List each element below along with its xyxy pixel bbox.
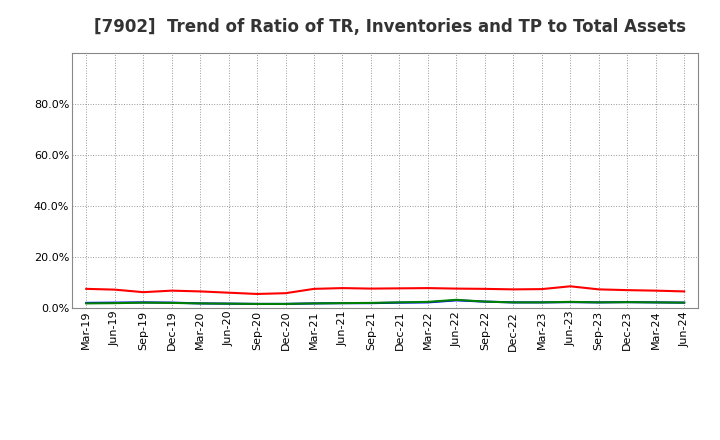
Inventories — [366, 301, 375, 306]
Trade Receivables — [395, 286, 404, 291]
Trade Payables — [566, 299, 575, 304]
Inventories — [253, 301, 261, 307]
Inventories — [566, 300, 575, 305]
Inventories — [480, 299, 489, 304]
Trade Payables — [680, 300, 688, 305]
Trade Payables — [338, 301, 347, 306]
Trade Payables — [395, 300, 404, 305]
Inventories — [139, 300, 148, 305]
Trade Payables — [139, 300, 148, 305]
Inventories — [282, 301, 290, 307]
Trade Payables — [253, 301, 261, 307]
Inventories — [82, 300, 91, 305]
Trade Receivables — [452, 286, 461, 291]
Inventories — [395, 300, 404, 305]
Trade Receivables — [509, 287, 518, 292]
Trade Payables — [595, 300, 603, 305]
Trade Receivables — [310, 286, 318, 291]
Trade Payables — [452, 297, 461, 302]
Inventories — [423, 300, 432, 305]
Inventories — [196, 301, 204, 306]
Trade Receivables — [338, 286, 347, 291]
Trade Receivables — [225, 290, 233, 295]
Trade Payables — [310, 301, 318, 306]
Trade Receivables — [566, 284, 575, 289]
Trade Payables — [537, 300, 546, 305]
Inventories — [537, 300, 546, 305]
Trade Receivables — [82, 286, 91, 291]
Trade Payables — [225, 301, 233, 306]
Inventories — [680, 300, 688, 305]
Trade Payables — [480, 299, 489, 304]
Trade Payables — [423, 299, 432, 304]
Trade Receivables — [537, 286, 546, 292]
Text: [7902]  Trend of Ratio of TR, Inventories and TP to Total Assets: [7902] Trend of Ratio of TR, Inventories… — [94, 18, 685, 36]
Line: Inventories: Inventories — [86, 301, 684, 304]
Inventories — [652, 300, 660, 305]
Trade Receivables — [652, 288, 660, 293]
Trade Payables — [167, 300, 176, 305]
Trade Receivables — [253, 291, 261, 297]
Inventories — [595, 300, 603, 305]
Trade Payables — [110, 301, 119, 306]
Trade Payables — [82, 301, 91, 306]
Line: Trade Receivables: Trade Receivables — [86, 286, 684, 294]
Trade Receivables — [480, 286, 489, 291]
Trade Payables — [652, 300, 660, 305]
Line: Trade Payables: Trade Payables — [86, 300, 684, 304]
Trade Receivables — [680, 289, 688, 294]
Trade Payables — [196, 301, 204, 306]
Trade Payables — [366, 300, 375, 305]
Trade Receivables — [423, 286, 432, 291]
Inventories — [338, 301, 347, 306]
Inventories — [167, 300, 176, 305]
Inventories — [452, 298, 461, 303]
Trade Payables — [623, 300, 631, 305]
Trade Receivables — [110, 287, 119, 292]
Inventories — [310, 301, 318, 306]
Trade Receivables — [139, 290, 148, 295]
Trade Receivables — [167, 288, 176, 293]
Trade Receivables — [366, 286, 375, 291]
Inventories — [509, 300, 518, 305]
Trade Receivables — [282, 290, 290, 296]
Inventories — [623, 300, 631, 305]
Legend: Trade Receivables, Inventories, Trade Payables: Trade Receivables, Inventories, Trade Pa… — [154, 437, 616, 440]
Trade Receivables — [196, 289, 204, 294]
Trade Receivables — [595, 287, 603, 292]
Inventories — [110, 300, 119, 305]
Trade Payables — [282, 301, 290, 307]
Inventories — [225, 301, 233, 306]
Trade Receivables — [623, 287, 631, 293]
Trade Payables — [509, 300, 518, 305]
